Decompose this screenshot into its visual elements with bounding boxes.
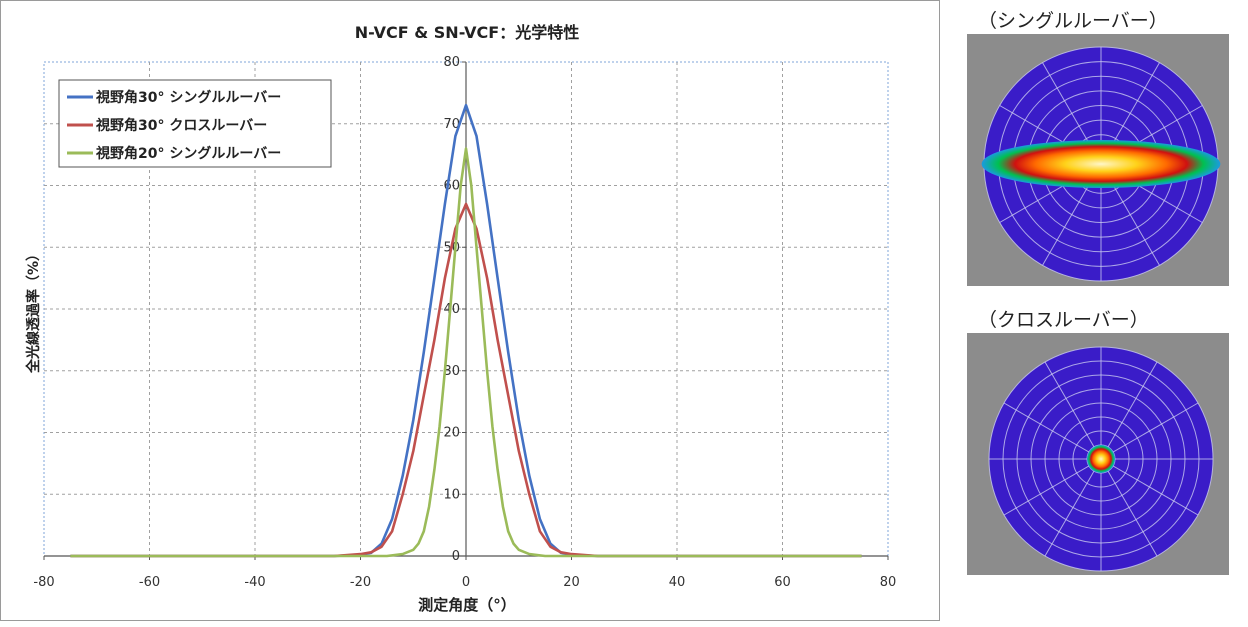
x-tick-label: 20 [563, 575, 580, 590]
y-tick-label: 40 [443, 302, 460, 317]
y-tick-label: 70 [443, 117, 460, 132]
y-tick-label: 80 [443, 55, 460, 70]
series-lines [70, 103, 862, 558]
intensity-band [981, 140, 1221, 188]
x-tick-label: -60 [139, 575, 160, 590]
x-tick-label: 80 [880, 575, 897, 590]
y-tick-label: 10 [443, 487, 460, 502]
series-line-1 [70, 103, 862, 558]
y-tick-label: 30 [443, 364, 460, 379]
y-tick-label: 20 [443, 426, 460, 441]
legend-entry-3: 視野角20° シングルルーバー [95, 145, 281, 162]
x-axis-label: 測定角度（°） [418, 596, 516, 614]
polar-map-single-louver [967, 34, 1229, 286]
series-line-2 [70, 202, 862, 558]
chart-panel: N-VCF & SN-VCF：光学特性 測定角度（°） 全光線透過率（%） -8… [0, 0, 940, 621]
y-axis-label: 全光線透過率（%） [25, 247, 42, 374]
image-caption-single-louver: （シングルルーバー） [978, 10, 1168, 32]
legend-entry-1: 視野角30° シングルルーバー [95, 89, 281, 106]
x-tick-label: 40 [669, 575, 686, 590]
legend-entry-2: 視野角30° クロスルーバー [95, 117, 267, 134]
image-caption-cross-louver: （クロスルーバー） [978, 309, 1149, 331]
x-tick-label: -40 [244, 575, 265, 590]
x-tick-label: -80 [33, 575, 54, 590]
intensity-spot [1087, 445, 1115, 473]
x-tick-label: 60 [774, 575, 791, 590]
polar-plot-single [981, 46, 1221, 282]
x-tick-label: -20 [350, 575, 371, 590]
legend-box [58, 79, 332, 168]
series-line-3 [70, 147, 862, 558]
polar-map-cross-louver [967, 333, 1229, 575]
y-tick-label: 0 [452, 549, 460, 564]
polar-plot-cross [988, 346, 1214, 572]
line-chart: N-VCF & SN-VCF：光学特性 測定角度（°） 全光線透過率（%） -8… [25, 23, 897, 614]
chart-title: N-VCF & SN-VCF：光学特性 [355, 23, 579, 42]
x-tick-label: 0 [462, 575, 470, 590]
